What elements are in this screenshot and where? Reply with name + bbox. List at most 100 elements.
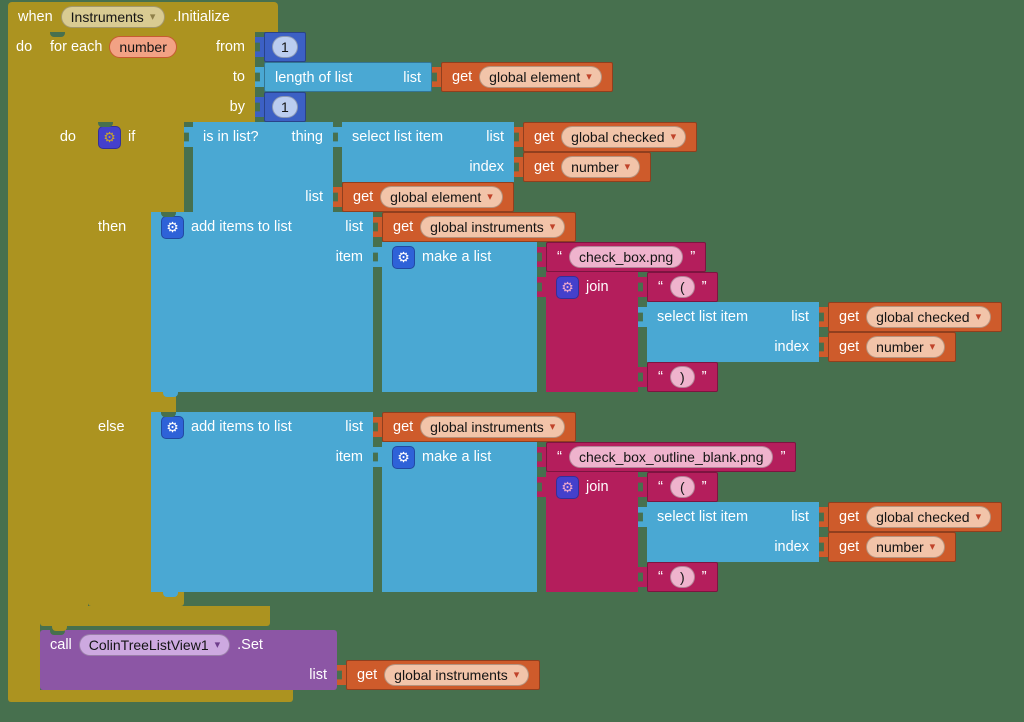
- variable-dropdown[interactable]: global element ▾: [479, 66, 602, 88]
- variable-name: global checked: [876, 509, 970, 525]
- thing-socket-label: thing: [291, 129, 323, 145]
- if-block[interactable]: ⚙ if is in list?: [88, 122, 1003, 611]
- variable-dropdown[interactable]: global checked ▾: [866, 306, 992, 328]
- get-number-block[interactable]: get number ▾: [828, 532, 957, 562]
- variable-dropdown[interactable]: global instruments ▾: [420, 416, 566, 438]
- make-a-list-block[interactable]: ⚙ make a list “ check_b: [382, 442, 1003, 592]
- text-check-box-outline-block[interactable]: “ check_box_outline_blank.png ”: [546, 442, 797, 472]
- call-colintreelistview-set-block[interactable]: call ColinTreeListView1 ▾ .Set list: [40, 630, 541, 690]
- list-socket-label: list: [486, 129, 504, 145]
- text-open-paren-block[interactable]: “ ( ”: [647, 272, 718, 302]
- number-1-block[interactable]: 1: [264, 92, 306, 122]
- dropdown-arrow-icon: ▾: [549, 220, 556, 233]
- number-field[interactable]: 1: [272, 96, 298, 118]
- component-name: Instruments: [70, 9, 144, 25]
- if-label: if: [128, 129, 136, 145]
- open-quote: “: [658, 568, 663, 585]
- get-label: get: [353, 189, 374, 205]
- get-global-instruments-block[interactable]: get global instruments ▾: [382, 412, 577, 442]
- select-list-item-block[interactable]: select list item list: [647, 502, 1003, 562]
- dropdown-arrow-icon: ▾: [975, 510, 982, 523]
- get-label: get: [839, 339, 860, 355]
- mutator-gear-icon[interactable]: ⚙: [161, 216, 184, 239]
- text-field[interactable]: (: [670, 476, 695, 498]
- loop-variable-field[interactable]: number: [109, 36, 177, 58]
- get-number-block[interactable]: get number ▾: [523, 152, 652, 182]
- text-check-box-block[interactable]: “ check_box.png ”: [546, 242, 707, 272]
- make-a-list-label: make a list: [422, 449, 492, 465]
- variable-dropdown[interactable]: number ▾: [866, 536, 946, 558]
- is-in-list-block[interactable]: is in list? thing select li: [193, 122, 698, 212]
- join-label: join: [586, 479, 609, 495]
- component-dropdown[interactable]: ColinTreeListView1 ▾: [78, 634, 231, 656]
- connector-plug: [638, 477, 647, 497]
- variable-dropdown[interactable]: number ▾: [866, 336, 946, 358]
- variable-name: global element: [390, 189, 482, 205]
- length-of-list-block[interactable]: length of list list get global element ▾: [264, 62, 613, 92]
- connector-plug: [638, 367, 647, 387]
- text-open-paren-block[interactable]: “ ( ”: [647, 472, 718, 502]
- list-socket-label: list: [345, 219, 363, 235]
- variable-dropdown[interactable]: global checked ▾: [866, 506, 992, 528]
- variable-dropdown[interactable]: number ▾: [561, 156, 641, 178]
- text-close-paren-block[interactable]: “ ) ”: [647, 362, 718, 392]
- select-list-item-label: select list item: [657, 309, 749, 325]
- mutator-gear-icon[interactable]: ⚙: [98, 126, 121, 149]
- when-instruments-initialize-block[interactable]: when Instruments ▾ .Initialize do for ea…: [8, 2, 1003, 702]
- variable-dropdown[interactable]: global instruments ▾: [384, 664, 530, 686]
- connector-plug: [819, 337, 828, 357]
- mutator-gear-icon[interactable]: ⚙: [556, 476, 579, 499]
- dropdown-arrow-icon: ▾: [149, 10, 156, 23]
- list-socket-label: list: [791, 309, 809, 325]
- get-global-checked-block[interactable]: get global checked ▾: [523, 122, 698, 152]
- method-label: .Set: [237, 637, 263, 653]
- add-items-to-list-block[interactable]: ⚙ add items to list list get: [151, 412, 1003, 597]
- make-a-list-label: make a list: [422, 249, 492, 265]
- connector-plug: [638, 277, 647, 297]
- get-global-checked-block[interactable]: get global checked ▾: [828, 502, 1003, 532]
- text-field[interactable]: (: [670, 276, 695, 298]
- close-quote: ”: [780, 448, 786, 465]
- get-global-checked-block[interactable]: get global checked ▾: [828, 302, 1003, 332]
- mutator-gear-icon[interactable]: ⚙: [392, 246, 415, 269]
- do-label: do: [16, 39, 33, 55]
- text-field[interactable]: check_box_outline_blank.png: [569, 446, 774, 468]
- text-field[interactable]: ): [670, 566, 695, 588]
- mutator-gear-icon[interactable]: ⚙: [161, 416, 184, 439]
- connector-plug: [255, 97, 264, 117]
- select-list-item-block[interactable]: select list item list: [647, 302, 1003, 362]
- component-dropdown[interactable]: Instruments ▾: [60, 6, 166, 28]
- get-global-instruments-block[interactable]: get global instruments ▾: [346, 660, 541, 690]
- text-close-paren-block[interactable]: “ ) ”: [647, 562, 718, 592]
- mutator-gear-icon[interactable]: ⚙: [392, 446, 415, 469]
- text-field[interactable]: check_box.png: [569, 246, 684, 268]
- number-1-block[interactable]: 1: [264, 32, 306, 62]
- variable-dropdown[interactable]: global instruments ▾: [420, 216, 566, 238]
- connector-plug: [638, 567, 647, 587]
- open-quote: “: [557, 248, 562, 265]
- get-global-element-block[interactable]: get global element ▾: [342, 182, 514, 212]
- join-block[interactable]: ⚙ join “: [546, 272, 1003, 392]
- variable-dropdown[interactable]: global element ▾: [380, 186, 503, 208]
- select-list-item-block[interactable]: select list item list get: [342, 122, 698, 182]
- make-a-list-block[interactable]: ⚙ make a list “ check_b: [382, 242, 1003, 392]
- get-global-instruments-block[interactable]: get global instruments ▾: [382, 212, 577, 242]
- mutator-gear-icon[interactable]: ⚙: [556, 276, 579, 299]
- variable-dropdown[interactable]: global checked ▾: [561, 126, 687, 148]
- add-items-to-list-block[interactable]: ⚙ add items to list list get: [151, 212, 1003, 397]
- connector-plug: [819, 307, 828, 327]
- get-label: get: [393, 219, 414, 235]
- connector-plug: [537, 477, 546, 497]
- text-field[interactable]: ): [670, 366, 695, 388]
- for-each-number-block[interactable]: for each number from 1 to: [40, 32, 1003, 631]
- get-global-element-block[interactable]: get global element ▾: [441, 62, 613, 92]
- close-quote: ”: [701, 368, 707, 385]
- when-block-header[interactable]: when Instruments ▾ .Initialize: [8, 2, 278, 32]
- connector-plug: [638, 307, 647, 327]
- get-number-block[interactable]: get number ▾: [828, 332, 957, 362]
- connector-plug: [537, 447, 546, 467]
- connector-plug: [514, 157, 523, 177]
- number-field[interactable]: 1: [272, 36, 298, 58]
- join-block[interactable]: ⚙ join “: [546, 472, 1003, 592]
